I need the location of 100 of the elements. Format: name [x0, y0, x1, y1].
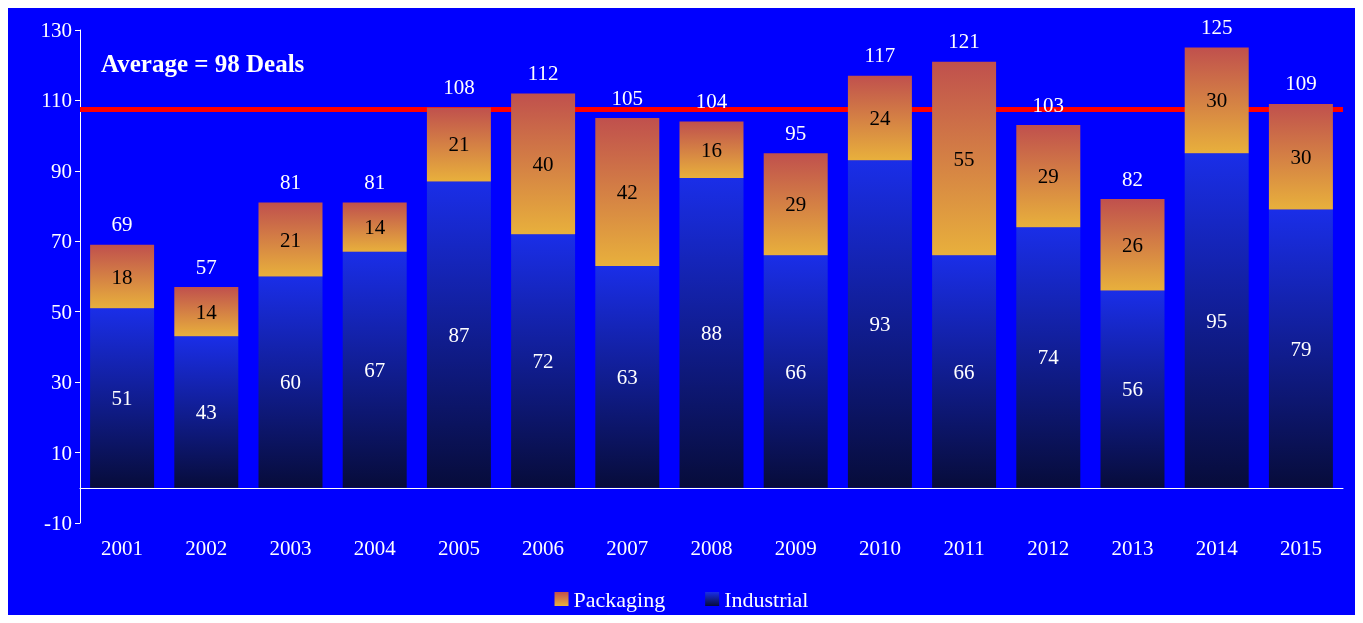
- bar: [1100, 290, 1165, 488]
- bar: [174, 287, 239, 337]
- bar: [932, 255, 997, 488]
- data-label: 51: [111, 385, 133, 410]
- data-label: 63: [616, 364, 638, 389]
- y-tick-label: 30: [51, 370, 72, 395]
- bar: [174, 336, 239, 488]
- x-tick-label: 2007: [606, 535, 649, 560]
- y-tick-label: 50: [51, 299, 72, 324]
- total-label: 82: [1122, 166, 1143, 191]
- bar: [932, 61, 997, 256]
- total-label: 95: [785, 120, 807, 145]
- data-label: 18: [111, 264, 133, 289]
- bar: [763, 153, 828, 256]
- annotation: Average = 98 Deals: [101, 50, 305, 77]
- data-label: 93: [869, 312, 891, 337]
- bar: [595, 265, 660, 488]
- data-label: 42: [616, 179, 638, 204]
- bar: [595, 118, 660, 266]
- bar: [511, 93, 576, 235]
- data-label: 26: [1122, 232, 1143, 257]
- total-label: 69: [111, 212, 133, 237]
- bar: [258, 202, 323, 277]
- data-label: 16: [701, 137, 722, 162]
- x-tick-label: 2009: [774, 535, 817, 560]
- bar: [847, 160, 912, 488]
- total-label: 104: [695, 89, 728, 114]
- bar: [1268, 103, 1333, 210]
- data-label: 40: [532, 151, 554, 176]
- legend-label: Industrial: [724, 586, 809, 612]
- bar: [342, 251, 407, 488]
- x-tick-label: 2004: [353, 535, 397, 560]
- total-label: 81: [280, 170, 301, 195]
- bar: [1268, 209, 1333, 488]
- bar: [426, 181, 491, 488]
- y-tick-label: 70: [51, 229, 72, 254]
- data-label: 55: [953, 146, 975, 171]
- data-label: 74: [1037, 345, 1060, 370]
- total-label: 125: [1200, 15, 1233, 40]
- bar: [258, 276, 323, 488]
- bar: [90, 244, 155, 309]
- x-tick-label: 2011: [943, 535, 985, 560]
- x-tick-label: 2008: [690, 535, 733, 560]
- total-label: 81: [364, 170, 386, 195]
- data-label: 14: [364, 215, 386, 240]
- y-tick-label: 90: [51, 158, 72, 183]
- data-label: 21: [448, 132, 470, 157]
- data-label: 29: [785, 192, 807, 217]
- y-tick-label: 130: [40, 18, 72, 42]
- y-tick-label: -10: [44, 511, 72, 535]
- data-label: 87: [448, 322, 470, 347]
- data-label: 66: [785, 359, 807, 384]
- total-label: 109: [1285, 71, 1317, 96]
- bar: [763, 255, 828, 488]
- data-label: 72: [532, 349, 554, 374]
- bar: [1100, 199, 1165, 291]
- x-tick-label: 2006: [522, 535, 565, 560]
- data-label: 43: [195, 400, 217, 425]
- bar: [342, 202, 407, 252]
- y-tick-label: 110: [41, 88, 72, 113]
- x-tick-label: 2010: [858, 535, 901, 560]
- total-label: 57: [195, 254, 217, 279]
- data-label: 66: [953, 359, 975, 384]
- x-tick-label: 2005: [437, 535, 480, 560]
- data-label: 56: [1122, 377, 1143, 402]
- total-label: 117: [864, 43, 896, 68]
- data-label: 14: [195, 299, 218, 324]
- bar: [511, 234, 576, 488]
- data-label: 30: [1206, 88, 1228, 113]
- bar: [1016, 227, 1081, 488]
- bar: [426, 107, 491, 182]
- data-label: 67: [364, 357, 386, 382]
- x-tick-label: 2002: [185, 535, 228, 560]
- data-label: 24: [869, 106, 891, 131]
- x-tick-label: 2012: [1027, 535, 1070, 560]
- bar: [90, 308, 155, 488]
- bar: [847, 75, 912, 161]
- data-label: 21: [280, 227, 301, 252]
- x-tick-label: 2013: [1111, 535, 1154, 560]
- x-tick-label: 2003: [269, 535, 312, 560]
- data-label: 29: [1037, 164, 1059, 189]
- total-label: 121: [948, 29, 980, 54]
- x-tick-label: 2015: [1279, 535, 1322, 560]
- legend-label: Packaging: [573, 586, 666, 612]
- data-label: 88: [701, 320, 722, 345]
- bar: [679, 177, 744, 488]
- bar: [1184, 47, 1249, 154]
- bar: [1016, 125, 1081, 228]
- bar: [1184, 153, 1249, 488]
- x-tick-label: 2001: [101, 535, 144, 560]
- data-label: 95: [1206, 308, 1228, 333]
- data-label: 79: [1290, 336, 1312, 361]
- x-tick-label: 2014: [1195, 535, 1239, 560]
- total-label: 108: [443, 74, 475, 99]
- y-tick-label: 10: [51, 440, 72, 465]
- data-label: 30: [1290, 144, 1312, 169]
- data-label: 60: [280, 370, 301, 395]
- bar: [679, 121, 744, 178]
- total-label: 105: [611, 85, 644, 110]
- total-label: 112: [527, 60, 559, 85]
